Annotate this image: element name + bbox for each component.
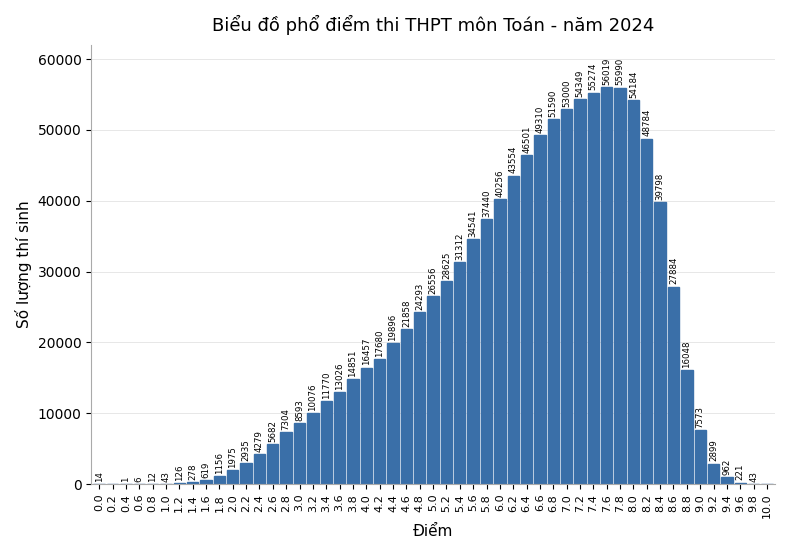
- Bar: [668, 286, 679, 484]
- Bar: [735, 483, 746, 484]
- Text: 40256: 40256: [495, 170, 504, 197]
- Text: 6: 6: [135, 476, 144, 482]
- Text: 56019: 56019: [602, 58, 611, 85]
- Text: 34541: 34541: [468, 210, 478, 237]
- Text: 21858: 21858: [402, 300, 411, 327]
- Bar: [547, 119, 559, 484]
- Bar: [588, 93, 599, 484]
- Text: 54349: 54349: [575, 70, 585, 97]
- Text: 16457: 16457: [362, 338, 371, 366]
- Text: 55990: 55990: [615, 58, 625, 85]
- Bar: [708, 464, 719, 484]
- Text: 8593: 8593: [295, 399, 304, 421]
- Bar: [374, 359, 386, 484]
- Text: 43554: 43554: [509, 146, 517, 173]
- Text: 5682: 5682: [269, 420, 277, 442]
- Text: 1: 1: [122, 476, 130, 482]
- Text: 2899: 2899: [709, 440, 718, 461]
- Text: 12: 12: [148, 471, 157, 482]
- Bar: [694, 430, 706, 484]
- Text: 39798: 39798: [656, 173, 664, 200]
- Bar: [214, 476, 225, 484]
- Bar: [307, 413, 318, 484]
- Bar: [521, 155, 532, 484]
- Text: 278: 278: [188, 464, 198, 480]
- Text: 31312: 31312: [455, 233, 465, 260]
- Bar: [201, 480, 212, 484]
- Bar: [254, 454, 265, 484]
- Text: 10076: 10076: [308, 383, 318, 411]
- Text: 19896: 19896: [389, 314, 397, 341]
- Bar: [454, 263, 465, 484]
- Text: 16048: 16048: [683, 341, 691, 368]
- Text: 962: 962: [722, 459, 732, 475]
- Text: 4279: 4279: [255, 430, 264, 452]
- Bar: [441, 281, 452, 484]
- Bar: [561, 109, 572, 484]
- Text: 1975: 1975: [228, 446, 237, 468]
- Bar: [174, 483, 185, 484]
- Bar: [187, 482, 198, 484]
- Bar: [427, 296, 438, 484]
- Bar: [507, 176, 519, 484]
- Text: 24293: 24293: [416, 283, 424, 310]
- Text: 1156: 1156: [215, 452, 224, 474]
- Bar: [267, 444, 279, 484]
- Bar: [721, 478, 732, 484]
- Text: 7573: 7573: [696, 406, 705, 428]
- Text: 48784: 48784: [642, 109, 651, 136]
- Bar: [481, 219, 492, 484]
- Bar: [601, 88, 612, 484]
- Text: 37440: 37440: [482, 189, 491, 217]
- Text: 27884: 27884: [669, 257, 678, 284]
- Bar: [414, 312, 425, 484]
- Text: 14851: 14851: [348, 349, 357, 377]
- Bar: [280, 432, 292, 484]
- Title: Biểu đồ phổ điểm thi THPT môn Toán - năm 2024: Biểu đồ phổ điểm thi THPT môn Toán - năm…: [212, 15, 654, 35]
- Text: 2935: 2935: [242, 439, 250, 461]
- Bar: [641, 138, 653, 484]
- Text: 619: 619: [201, 461, 210, 478]
- Text: 43: 43: [161, 471, 171, 481]
- Y-axis label: Số lượng thí sinh: Số lượng thí sinh: [15, 201, 32, 329]
- X-axis label: Điểm: Điểm: [413, 524, 453, 539]
- Bar: [468, 239, 479, 484]
- Bar: [240, 463, 252, 484]
- Text: 51590: 51590: [549, 89, 558, 116]
- Bar: [360, 367, 372, 484]
- Bar: [348, 379, 359, 484]
- Text: 13026: 13026: [335, 362, 344, 389]
- Bar: [654, 202, 666, 484]
- Bar: [615, 88, 626, 484]
- Text: 28625: 28625: [442, 252, 451, 279]
- Text: 11770: 11770: [322, 371, 331, 399]
- Bar: [334, 392, 345, 484]
- Bar: [681, 371, 693, 484]
- Text: 17680: 17680: [375, 329, 384, 357]
- Text: 221: 221: [735, 464, 745, 480]
- Bar: [495, 199, 506, 484]
- Text: 7304: 7304: [282, 408, 291, 430]
- Bar: [401, 329, 412, 484]
- Bar: [534, 135, 546, 484]
- Text: 126: 126: [175, 465, 184, 481]
- Bar: [574, 99, 585, 484]
- Text: 54184: 54184: [629, 71, 638, 98]
- Text: 49310: 49310: [536, 105, 544, 133]
- Text: 14: 14: [95, 471, 103, 482]
- Bar: [628, 100, 639, 484]
- Text: 46501: 46501: [522, 125, 531, 152]
- Bar: [294, 423, 305, 484]
- Bar: [321, 401, 332, 484]
- Text: 53000: 53000: [562, 79, 571, 106]
- Text: 26556: 26556: [429, 266, 438, 294]
- Text: 55274: 55274: [589, 63, 598, 90]
- Text: 43: 43: [749, 471, 758, 481]
- Bar: [227, 470, 239, 484]
- Bar: [387, 343, 399, 484]
